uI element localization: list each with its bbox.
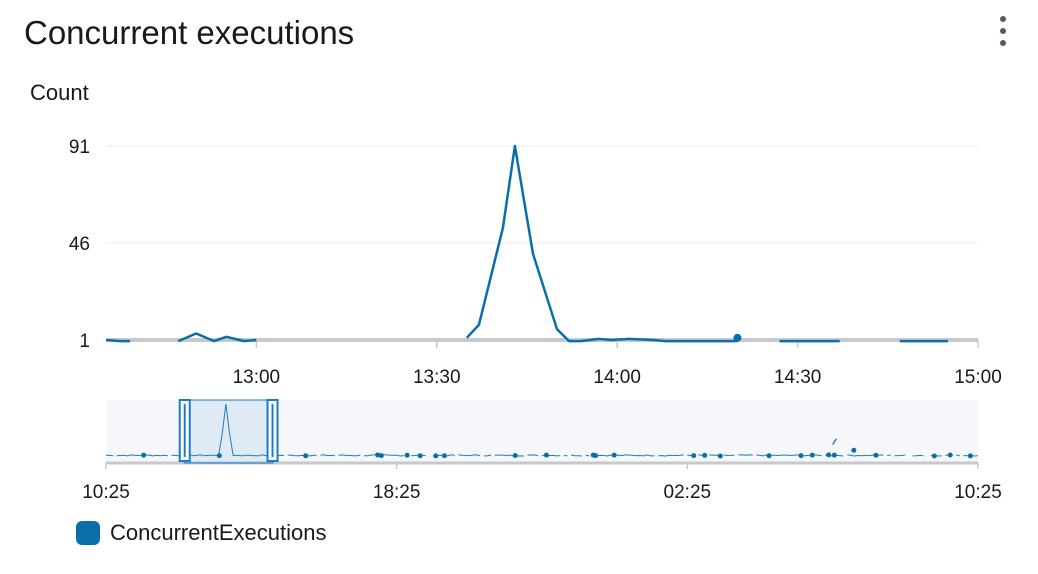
data-point — [733, 334, 741, 342]
navigator-tick-label: 10:25 — [954, 482, 1002, 503]
x-tick-label: 14:30 — [774, 367, 822, 388]
x-tick-label: 13:30 — [413, 367, 461, 388]
x-tick-label: 15:00 — [954, 367, 1002, 388]
navigator-series-line — [724, 455, 735, 456]
y-tick-label: 91 — [69, 137, 90, 158]
legend-label[interactable]: ConcurrentExecutions — [110, 520, 326, 546]
navigator-point — [442, 453, 447, 458]
navigator-point — [612, 453, 617, 458]
navigator-point — [303, 453, 308, 458]
y-tick-label: 46 — [69, 234, 90, 255]
navigator-point — [405, 453, 410, 458]
series-line — [467, 146, 738, 341]
navigator-point — [767, 453, 772, 458]
navigator-series-line — [738, 455, 753, 456]
navigator-point — [513, 453, 518, 458]
navigator-series-line — [913, 455, 924, 456]
navigator-point — [141, 453, 146, 458]
navigator-point — [948, 452, 953, 457]
navigator-point — [826, 452, 831, 457]
navigator-point — [418, 453, 423, 458]
navigator-series-line — [586, 455, 590, 456]
navigator-tick-label: 02:25 — [664, 482, 712, 503]
navigator-series-line — [288, 455, 317, 456]
navigator-point — [702, 453, 707, 458]
navigator-tick-label: 18:25 — [373, 482, 421, 503]
navigator-point — [544, 453, 549, 458]
navigator-series-line — [106, 455, 113, 456]
navigator-point — [799, 453, 804, 458]
navigator-series-line — [887, 455, 891, 456]
navigator-point — [968, 453, 973, 458]
navigator-point — [851, 448, 856, 453]
navigator-point — [873, 453, 878, 458]
navigator-point — [810, 453, 815, 458]
y-tick-label: 1 — [79, 331, 90, 352]
navigator-series-line — [411, 455, 418, 456]
legend-swatch[interactable] — [76, 521, 100, 545]
x-tick-label: 14:00 — [593, 367, 641, 388]
navigator-tick-label: 10:25 — [82, 482, 130, 503]
x-tick-label: 13:00 — [233, 367, 281, 388]
navigator-point — [718, 453, 723, 458]
navigator-point — [433, 453, 438, 458]
navigator-point — [832, 453, 837, 458]
series-line — [106, 340, 130, 341]
navigator-point — [593, 453, 598, 458]
navigator-point — [932, 453, 937, 458]
legend: ConcurrentExecutions — [76, 520, 326, 546]
navigator-selection — [185, 400, 273, 463]
navigator-point — [691, 453, 696, 458]
navigator-point — [379, 453, 384, 458]
